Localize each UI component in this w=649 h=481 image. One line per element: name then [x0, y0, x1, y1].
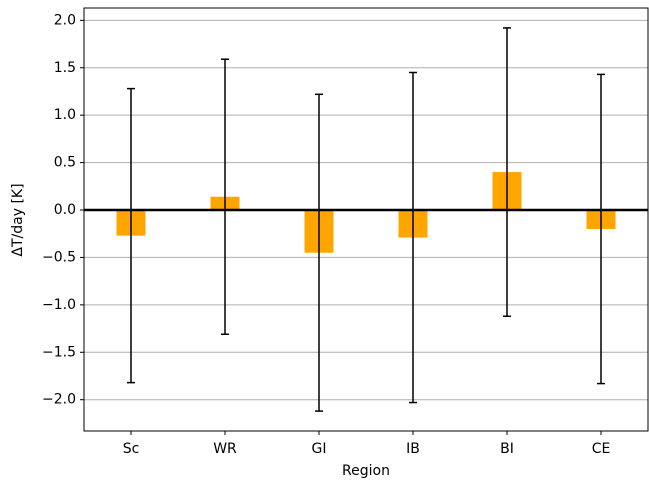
y-tick-label: −1.0 [42, 297, 76, 313]
error-bar [127, 87, 135, 384]
x-tick-label: WR [213, 441, 237, 457]
plot-frame [83, 7, 649, 432]
y-tick-label: 1.5 [54, 60, 76, 76]
error-bar [221, 58, 229, 336]
y-tick-label: 1.0 [54, 107, 76, 123]
x-tick-label: Sc [123, 441, 140, 457]
x-tick-label: GI [312, 441, 327, 457]
y-axis-label: ΔT/day [K] [10, 183, 26, 256]
y-tick-label: −0.5 [42, 249, 76, 265]
x-axis-label: Region [342, 463, 390, 479]
y-tick-label: 0.0 [54, 202, 76, 218]
x-tick-label: IB [406, 441, 420, 457]
error-bar [315, 93, 323, 412]
error-bar [409, 71, 417, 404]
y-tick-label: −1.5 [42, 344, 76, 360]
error-bar [597, 73, 605, 385]
error-bar [503, 27, 511, 317]
x-tick-label: BI [500, 441, 514, 457]
y-tick-label: 0.5 [54, 155, 76, 171]
x-tick-label: CE [592, 441, 611, 457]
y-tick-label: −2.0 [42, 392, 76, 408]
y-tick-label: 2.0 [54, 12, 76, 28]
